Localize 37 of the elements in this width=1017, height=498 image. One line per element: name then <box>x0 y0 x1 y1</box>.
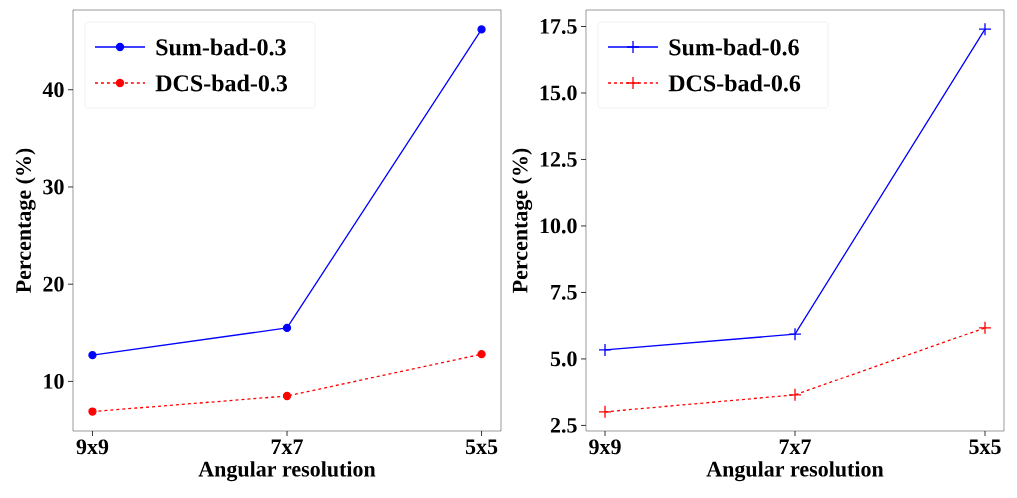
point <box>788 327 802 341</box>
x-axis-title: Angular resolution <box>198 461 376 482</box>
y-tick-label: 17.5 <box>540 19 577 34</box>
x-tick-label: 7x7 <box>779 439 811 454</box>
point <box>477 350 486 359</box>
legend-label: Sum-bad-0.3 <box>156 38 286 56</box>
y-tick-label: 12.5 <box>540 152 577 167</box>
point <box>788 388 802 402</box>
x-tick-label: 5x5 <box>465 439 498 455</box>
x-tick-label: 9x9 <box>589 439 621 455</box>
point <box>477 25 486 34</box>
y-tick-label: 2.5 <box>550 417 577 433</box>
y-tick-label: 15.0 <box>540 85 577 101</box>
y-tick-label: 7.5 <box>551 285 577 300</box>
y-tick-label: 30 <box>43 179 64 195</box>
y-tick-label: 10 <box>44 374 64 389</box>
y-axis-title: Percentage (%) <box>512 148 533 293</box>
point <box>88 351 97 360</box>
x-tick-label: 7x7 <box>271 439 303 454</box>
point <box>598 343 612 357</box>
legend-label: Sum-bad-0.6 <box>669 38 799 56</box>
y-axis-title: Percentage (%) <box>15 148 36 293</box>
legend-label: DCS-bad-0.6 <box>668 74 801 92</box>
point <box>598 405 612 419</box>
legend-label: DCS-bad-0.3 <box>155 74 288 92</box>
x-tick-label: 9x9 <box>76 439 109 455</box>
y-tick-label: 5.0 <box>550 351 577 367</box>
point <box>282 323 292 333</box>
x-axis-title: Angular resolution <box>706 461 884 482</box>
x-tick-label: 5x5 <box>969 439 1001 455</box>
point <box>978 321 992 335</box>
y-tick-label: 40 <box>42 82 64 98</box>
point <box>88 407 97 416</box>
y-tick-label: 10.0 <box>540 218 577 234</box>
point <box>282 391 292 401</box>
y-tick-label: 20 <box>43 276 64 292</box>
point <box>978 22 992 36</box>
